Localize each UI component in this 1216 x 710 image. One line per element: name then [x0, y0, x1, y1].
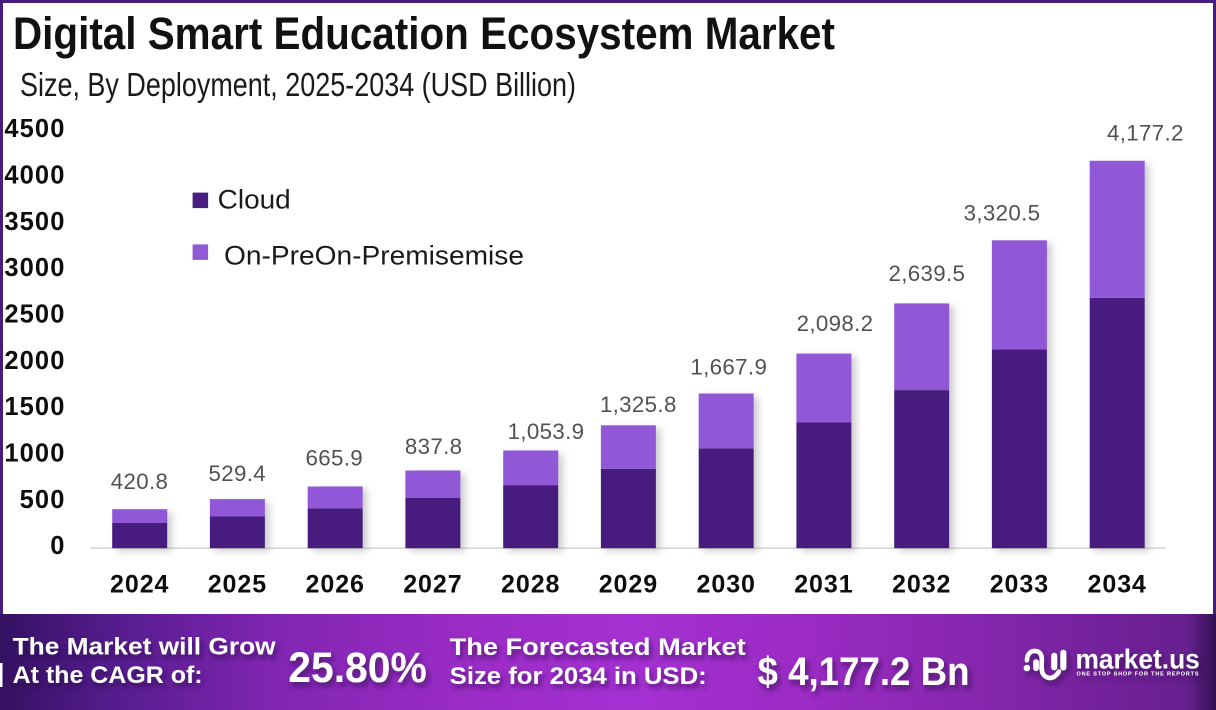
svg-text:Size for 2034 in USD:: Size for 2034 in USD: [450, 663, 707, 690]
svg-text:2028: 2028 [501, 570, 560, 598]
svg-text:2031: 2031 [794, 570, 853, 598]
svg-text:1,325.8: 1,325.8 [600, 392, 677, 417]
svg-text:837.8: 837.8 [405, 434, 463, 459]
svg-text:Cloud: Cloud [218, 184, 291, 214]
svg-text:2033: 2033 [990, 570, 1049, 598]
svg-text:2025: 2025 [208, 570, 267, 598]
svg-text:2032: 2032 [892, 570, 951, 598]
svg-text:3,320.5: 3,320.5 [964, 201, 1041, 226]
svg-text:3000: 3000 [4, 254, 65, 282]
svg-text:0: 0 [50, 532, 65, 560]
svg-text:2024: 2024 [110, 570, 169, 598]
svg-text:2,098.2: 2,098.2 [797, 311, 874, 336]
svg-text:2027: 2027 [403, 570, 462, 598]
svg-text:1,053.9: 1,053.9 [508, 419, 585, 444]
svg-text:market.us: market.us [1076, 644, 1200, 675]
svg-text:ONE STOP SHOP FOR THE REPORTS: ONE STOP SHOP FOR THE REPORTS [1077, 672, 1200, 678]
svg-text:The Forecasted Market: The Forecasted Market [450, 634, 746, 661]
svg-text:At the CAGR of:: At the CAGR of: [13, 662, 203, 689]
svg-text:1000: 1000 [4, 439, 65, 467]
svg-text:2000: 2000 [4, 347, 65, 375]
svg-text:529.4: 529.4 [209, 461, 267, 486]
svg-text:1500: 1500 [4, 393, 65, 421]
svg-text:2034: 2034 [1087, 570, 1146, 598]
svg-text:$ 4,177.2 Bn: $ 4,177.2 Bn [758, 650, 970, 694]
svg-text:2026: 2026 [305, 570, 364, 598]
svg-text:1,667.9: 1,667.9 [690, 354, 767, 379]
svg-text:2,639.5: 2,639.5 [888, 261, 965, 286]
svg-text:665.9: 665.9 [306, 446, 364, 471]
svg-text:Digital Smart Education Ecosys: Digital Smart Education Ecosystem Market [13, 8, 835, 59]
svg-text:4500: 4500 [4, 115, 65, 143]
svg-text:On-PreOn-Premisemise: On-PreOn-Premisemise [224, 241, 524, 271]
svg-text:4,177.2: 4,177.2 [1107, 121, 1184, 146]
svg-text:2030: 2030 [696, 570, 755, 598]
svg-text:3500: 3500 [4, 208, 65, 236]
svg-text:25.80%: 25.80% [288, 645, 427, 692]
svg-text:2029: 2029 [599, 570, 658, 598]
svg-text:Size, By Deployment, 2025-2034: Size, By Deployment, 2025-2034 (USD Bill… [20, 66, 576, 103]
svg-text:4000: 4000 [4, 162, 65, 190]
svg-text:2500: 2500 [4, 301, 65, 329]
svg-text:500: 500 [20, 486, 66, 514]
svg-text:420.8: 420.8 [111, 469, 169, 494]
svg-text:The Market will Grow: The Market will Grow [13, 634, 277, 661]
